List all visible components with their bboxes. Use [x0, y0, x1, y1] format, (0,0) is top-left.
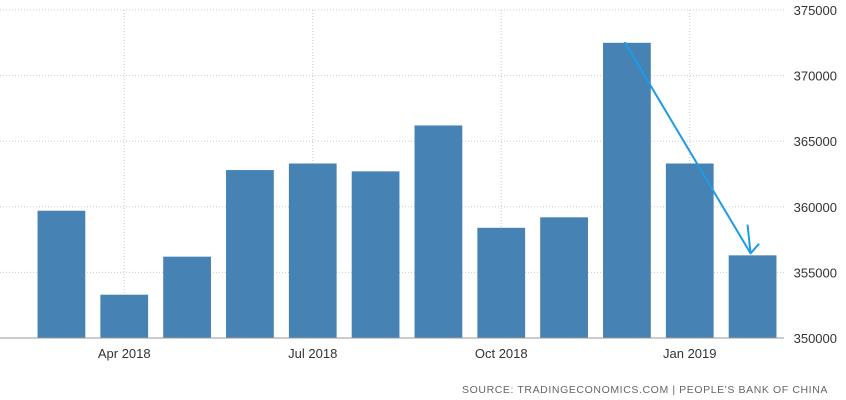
- bar: [226, 170, 274, 338]
- y-tick-label: 360000: [794, 200, 837, 215]
- x-axis: Apr 2018 Jul 2018 Oct 2018 Jan 2019: [0, 337, 784, 361]
- y-tick-label: 365000: [794, 134, 837, 149]
- bar: [100, 294, 149, 338]
- x-tick-label: Jul 2018: [288, 346, 337, 361]
- bar: [728, 255, 777, 338]
- bar: [288, 163, 337, 338]
- bar: [540, 217, 588, 338]
- arrow-line: [624, 41, 752, 255]
- bar: [414, 125, 463, 339]
- arrow-head: [746, 224, 760, 255]
- bar: [477, 227, 526, 338]
- y-tick-label: 350000: [794, 331, 837, 346]
- bar: [665, 163, 714, 338]
- x-tick-label: Oct 2018: [475, 346, 528, 361]
- bar: [163, 256, 211, 338]
- y-tick-label: 355000: [794, 265, 837, 280]
- source-note: SOURCE: TRADINGECONOMICS.COM | PEOPLE'S …: [462, 384, 828, 396]
- bar: [603, 42, 651, 339]
- bar: [37, 210, 86, 338]
- y-tick-label: 370000: [794, 69, 837, 84]
- x-tick-label: Jan 2019: [663, 346, 717, 361]
- y-axis: 350000 355000 360000 365000 370000 375000: [794, 3, 837, 346]
- bar: [351, 171, 400, 338]
- trend-arrow: [624, 41, 760, 255]
- y-tick-label: 375000: [794, 3, 837, 18]
- bars: [37, 42, 777, 339]
- x-tick-label: Apr 2018: [98, 346, 151, 361]
